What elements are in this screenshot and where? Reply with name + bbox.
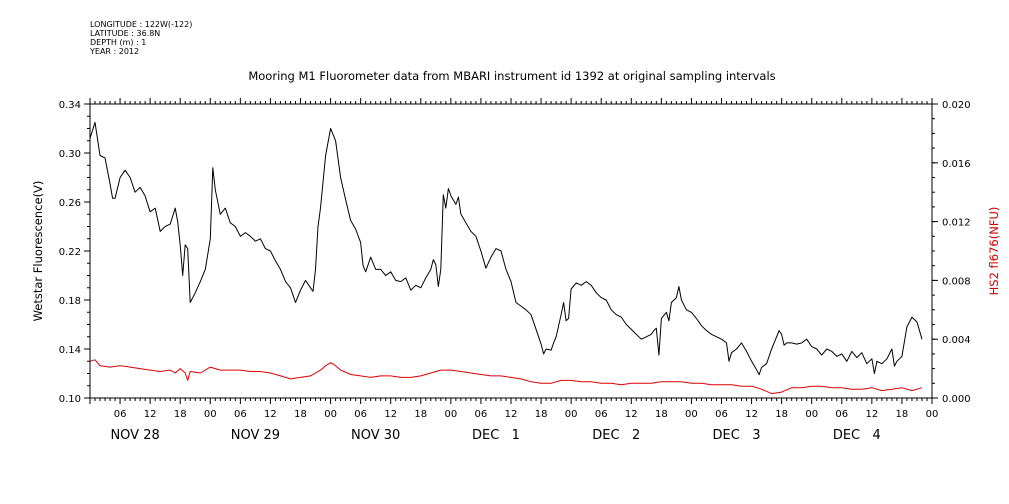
plot-frame [89,103,933,399]
x-hour-label: 18 [535,409,548,420]
year-label: YEAR : 2012 [90,47,140,56]
x-date-label: NOV 28 [110,428,159,443]
left-axis-title: Wetstar Fluorescence(V) [31,181,45,322]
x-hour-label: 06 [354,409,367,420]
x-hour-label: 00 [204,409,217,420]
x-hour-label: 18 [655,409,668,420]
x-hour-label: 12 [625,409,638,420]
y-tick-label: 0.30 [59,149,81,160]
right-axis-ticks: 0.000 0.004 0.008 0.012 0.016 0.020 [932,100,971,405]
right-axis-title: HS2 fl676(NFU) [987,207,1001,296]
x-hour-label: 00 [926,409,939,420]
y-tick-label: 0.22 [59,247,81,258]
x-hour-label: 00 [324,409,337,420]
x-hour-label: 12 [865,409,878,420]
x-hour-label: 06 [234,409,247,420]
y-tick-label: 0.18 [59,296,81,307]
y2-tick-label: 0.008 [942,276,971,287]
metadata-block: LONGITUDE : 122W(-122) LATITUDE : 36.8N … [90,20,192,56]
x-hour-label: 06 [595,409,608,420]
x-hour-label: 00 [565,409,578,420]
x-date-label: DEC 4 [833,428,881,443]
x-hour-label: 18 [775,409,788,420]
x-date-label: NOV 30 [351,428,400,443]
x-date-label: DEC 2 [592,428,640,443]
hs2-fl676-line [89,359,923,395]
x-date-label: NOV 29 [231,428,280,443]
x-hour-label: 12 [144,409,157,420]
series-layer [89,121,923,395]
depth-label: DEPTH (m) : 1 [90,38,147,47]
x-hour-label: 18 [294,409,307,420]
x-hour-label: 12 [505,409,518,420]
left-axis-ticks: 0.10 0.14 0.18 0.22 0.26 0.30 0.34 [59,100,90,405]
y-tick-label: 0.34 [59,100,81,111]
y-tick-label: 0.26 [59,198,81,209]
y2-tick-label: 0.004 [942,335,971,346]
y2-tick-label: 0.012 [942,218,971,229]
x-hour-label: 12 [264,409,277,420]
x-hour-label: 00 [444,409,457,420]
x-hour-label: 06 [475,409,488,420]
x-date-label: DEC 1 [472,428,520,443]
y2-tick-label: 0.000 [942,394,971,405]
x-axis-ticks: 06 12 18 00 06 12 18 00 06 12 18 00 06 12 18 00 06 12 18 00… [89,98,939,443]
x-hour-label: 18 [896,409,909,420]
y-tick-label: 0.10 [59,394,81,405]
x-hour-label: 12 [745,409,758,420]
x-hour-label: 06 [835,409,848,420]
y-tick-label: 0.14 [59,345,81,356]
x-hour-label: 06 [114,409,127,420]
x-hour-label: 18 [174,409,187,420]
y2-tick-label: 0.016 [942,159,971,170]
latitude-label: LATITUDE : 36.8N [90,29,161,38]
x-hour-label: 12 [384,409,397,420]
x-hour-label: 00 [685,409,698,420]
x-hour-label: 18 [414,409,427,420]
x-hour-label: 06 [715,409,728,420]
wetstar-fluorescence-line [89,121,923,376]
chart-title: Mooring M1 Fluorometer data from MBARI i… [248,69,775,83]
longitude-label: LONGITUDE : 122W(-122) [90,20,193,29]
x-date-label: DEC 3 [713,428,761,443]
x-hour-label: 00 [805,409,818,420]
y2-tick-label: 0.020 [942,100,971,111]
